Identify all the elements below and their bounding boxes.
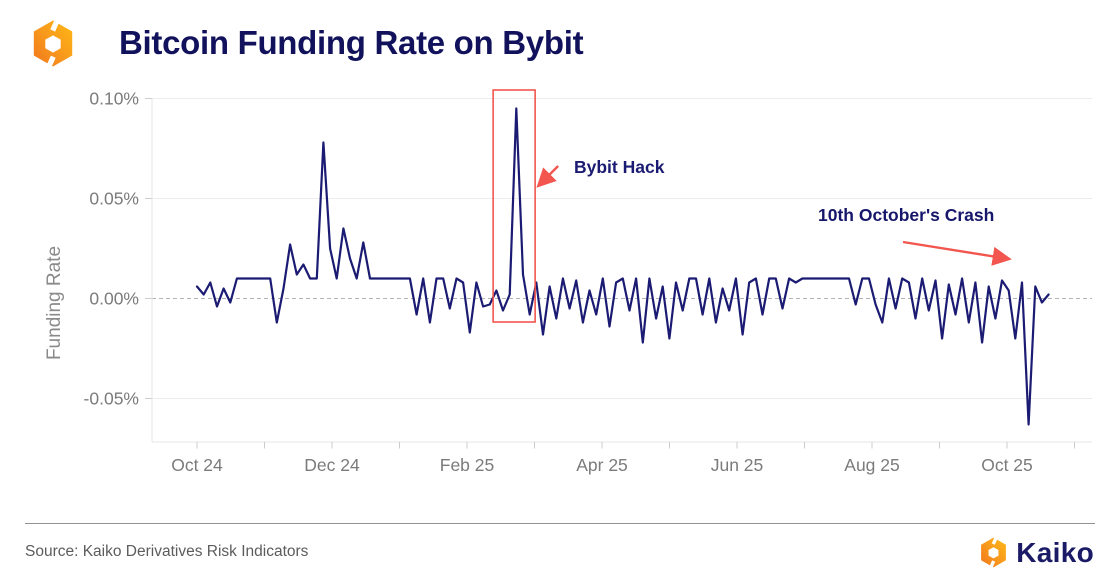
x-tick-label: Oct 25: [981, 455, 1033, 475]
bybit-hack-arrow: [536, 165, 559, 188]
funding-rate-chart: 0.10% 0.05% 0.00% -0.05% Oct 24 Dec 24 Feb 25 A…: [84, 89, 1092, 475]
y-tick-label: 0.00%: [89, 289, 139, 309]
x-tick-label: Oct 24: [171, 455, 223, 475]
october-crash-arrow: [902, 240, 1012, 266]
kaiko-logo-icon: [978, 535, 1009, 570]
page-title: Bitcoin Funding Rate on Bybit: [119, 24, 584, 61]
kaiko-logo-text: Kaiko: [1016, 536, 1094, 568]
kaiko-icon: [29, 16, 77, 71]
kaiko-logo: Kaiko: [978, 535, 1094, 570]
footer-divider: [25, 523, 1095, 524]
annotation-bybit-hack: Bybit Hack: [574, 157, 665, 177]
x-tick-label: Feb 25: [440, 455, 494, 475]
funding-rate-line: [195, 107, 1050, 426]
y-tick-label: 0.05%: [89, 189, 139, 209]
x-tick-label: Apr 25: [576, 455, 628, 475]
x-tick-label: Dec 24: [304, 455, 360, 475]
x-tick-label: Aug 25: [844, 455, 899, 475]
y-tick-label: -0.05%: [84, 389, 139, 409]
x-tick-label: Jun 25: [711, 455, 764, 475]
bybit-hack-highlight-box: [492, 89, 536, 323]
y-axis-title: Funding Rate: [44, 245, 65, 361]
annotation-october-crash: 10th October's Crash: [818, 205, 995, 225]
source-note: Source: Kaiko Derivatives Risk Indicator…: [25, 543, 309, 560]
y-tick-label: 0.10%: [89, 89, 139, 109]
